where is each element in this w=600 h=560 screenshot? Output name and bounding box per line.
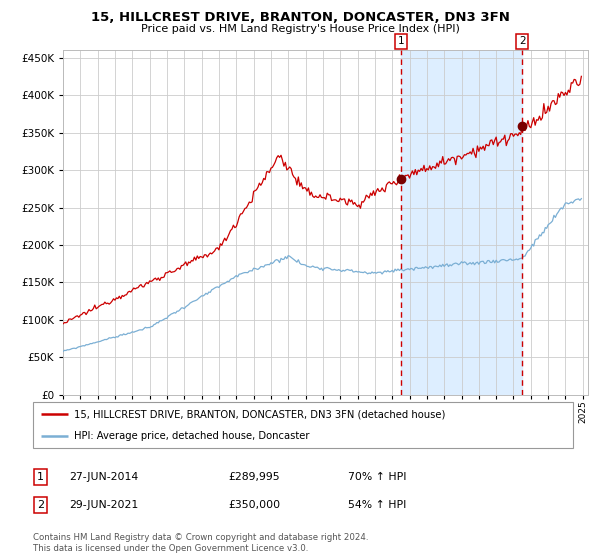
Text: 27-JUN-2014: 27-JUN-2014 bbox=[69, 472, 138, 482]
Text: 15, HILLCREST DRIVE, BRANTON, DONCASTER, DN3 3FN: 15, HILLCREST DRIVE, BRANTON, DONCASTER,… bbox=[91, 11, 509, 24]
Text: Contains HM Land Registry data © Crown copyright and database right 2024.
This d: Contains HM Land Registry data © Crown c… bbox=[33, 533, 368, 553]
Text: £289,995: £289,995 bbox=[228, 472, 280, 482]
Text: 2: 2 bbox=[37, 500, 44, 510]
Text: 54% ↑ HPI: 54% ↑ HPI bbox=[348, 500, 406, 510]
Text: Price paid vs. HM Land Registry's House Price Index (HPI): Price paid vs. HM Land Registry's House … bbox=[140, 24, 460, 34]
Text: £350,000: £350,000 bbox=[228, 500, 280, 510]
Bar bbox=[401, 50, 522, 395]
Text: 2: 2 bbox=[519, 36, 526, 46]
Text: 29-JUN-2021: 29-JUN-2021 bbox=[69, 500, 138, 510]
Text: 1: 1 bbox=[37, 472, 44, 482]
Text: 1: 1 bbox=[398, 36, 404, 46]
FancyBboxPatch shape bbox=[33, 402, 573, 448]
Text: 15, HILLCREST DRIVE, BRANTON, DONCASTER, DN3 3FN (detached house): 15, HILLCREST DRIVE, BRANTON, DONCASTER,… bbox=[74, 409, 445, 419]
Text: 70% ↑ HPI: 70% ↑ HPI bbox=[348, 472, 407, 482]
Text: HPI: Average price, detached house, Doncaster: HPI: Average price, detached house, Donc… bbox=[74, 431, 309, 441]
